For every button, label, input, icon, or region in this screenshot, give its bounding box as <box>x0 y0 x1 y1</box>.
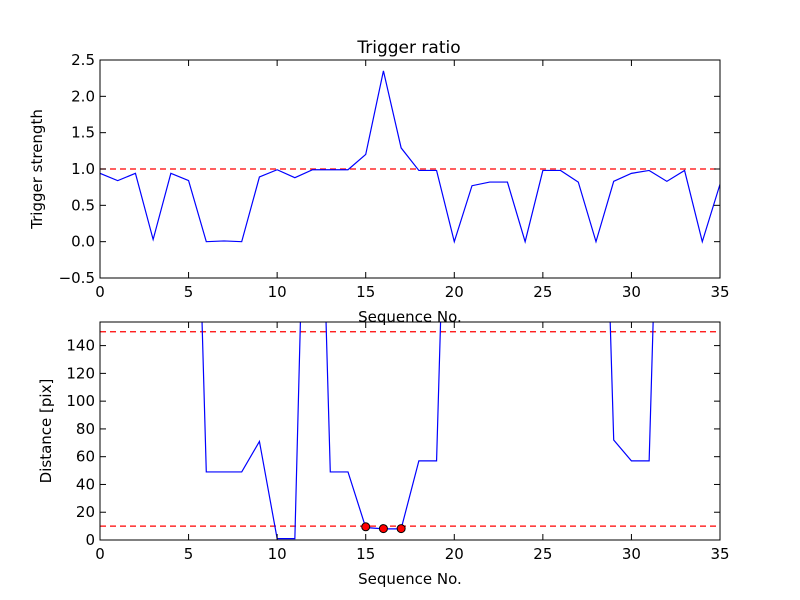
top-x-tick-label: 25 <box>533 283 552 301</box>
bottom-ticks: 0 5 10 15 20 25 30 35 0 20 40 60 80 100 120 140 <box>66 322 730 563</box>
top-y-tick-label: 2.0 <box>71 87 95 105</box>
bottom-subplot: 0 5 10 15 20 25 30 35 0 20 40 60 80 100 120 140 Sequenc… <box>37 321 730 588</box>
bottom-y-tick-label: 120 <box>66 364 95 382</box>
top-plot-area <box>100 70 720 244</box>
top-x-tick-label: 5 <box>184 283 194 301</box>
bottom-x-tick-label: 0 <box>95 545 105 563</box>
bottom-y-axis-label: Distance [pix] <box>37 379 55 484</box>
bottom-y-tick-label: 140 <box>66 337 95 355</box>
top-y-tick-label: 2.5 <box>71 51 95 69</box>
bottom-y-tick-label: 60 <box>76 448 95 466</box>
bottom-x-axis-label: Sequence No. <box>358 570 462 588</box>
bottom-axes-frame <box>99 321 721 541</box>
bottom-x-tick-label: 35 <box>710 545 729 563</box>
top-x-tick-label: 0 <box>95 283 105 301</box>
top-y-tick-label: 1.5 <box>71 124 95 142</box>
bottom-x-tick-label: 15 <box>356 545 375 563</box>
top-subplot: Trigger ratio 0 5 10 15 20 25 30 35 −0.5 0.0 0.5 1.… <box>28 38 730 326</box>
top-x-axis-label: Sequence No. <box>358 308 462 326</box>
bottom-x-tick-label: 5 <box>184 545 194 563</box>
top-x-tick-label: 30 <box>622 283 641 301</box>
bottom-marker-point <box>396 524 406 534</box>
bottom-markers <box>361 522 406 534</box>
bottom-x-tick-label: 20 <box>445 545 464 563</box>
bottom-y-tick-label: 20 <box>76 503 95 521</box>
bottom-marker-point <box>378 524 388 534</box>
bottom-marker-point <box>361 522 371 532</box>
top-x-tick-label: 15 <box>356 283 375 301</box>
top-y-tick-label: 0.5 <box>71 196 95 214</box>
top-y-tick-label: 0.0 <box>71 233 95 251</box>
bottom-y-tick-label: 100 <box>66 392 95 410</box>
top-chart-title: Trigger ratio <box>356 38 460 58</box>
bottom-y-tick-label: 40 <box>76 475 95 493</box>
top-y-tick-label: −0.5 <box>59 269 95 287</box>
top-x-tick-label: 20 <box>445 283 464 301</box>
top-y-axis-label: Trigger strength <box>28 109 46 230</box>
top-ticks: 0 5 10 15 20 25 30 35 −0.5 0.0 0.5 1.0 1.5 2.0 2.5 <box>59 51 730 301</box>
bottom-y-tick-label: 80 <box>76 420 95 438</box>
top-x-tick-label: 10 <box>268 283 287 301</box>
top-series-line-0 <box>100 70 720 244</box>
bottom-x-tick-label: 30 <box>622 545 641 563</box>
top-x-tick-label: 35 <box>710 283 729 301</box>
bottom-x-tick-label: 10 <box>268 545 287 563</box>
top-y-tick-label: 1.0 <box>71 160 95 178</box>
bottom-y-tick-label: 0 <box>85 531 95 549</box>
bottom-x-tick-label: 25 <box>533 545 552 563</box>
